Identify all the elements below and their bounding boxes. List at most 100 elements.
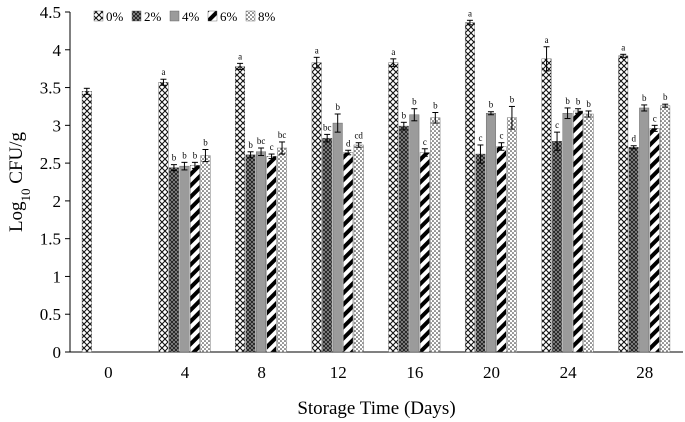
significance-letter: b bbox=[335, 102, 340, 112]
bar bbox=[506, 117, 517, 353]
bar bbox=[618, 55, 629, 353]
bar bbox=[573, 110, 584, 353]
bar bbox=[496, 146, 507, 353]
bar bbox=[235, 66, 246, 353]
legend-label: 6% bbox=[220, 9, 238, 24]
y-tick-label: 0.5 bbox=[40, 305, 61, 324]
significance-letter: d bbox=[631, 134, 636, 144]
significance-letter: a bbox=[621, 42, 625, 52]
significance-letter: a bbox=[545, 35, 549, 45]
significance-letter: bc bbox=[257, 136, 266, 146]
x-tick-label: 16 bbox=[406, 363, 423, 382]
bar bbox=[311, 62, 322, 353]
bar bbox=[343, 152, 354, 353]
legend-label: 8% bbox=[258, 9, 276, 24]
significance-letter: a bbox=[468, 8, 472, 18]
significance-letter: c bbox=[499, 131, 503, 141]
bar bbox=[277, 147, 288, 353]
significance-letter: bc bbox=[323, 122, 332, 132]
bar bbox=[409, 114, 420, 353]
legend-swatch bbox=[245, 10, 256, 22]
x-tick-label: 20 bbox=[483, 363, 500, 382]
legend-swatch bbox=[131, 10, 142, 22]
x-tick-label: 12 bbox=[330, 363, 347, 382]
significance-letter: bc bbox=[278, 130, 287, 140]
bar bbox=[266, 156, 277, 353]
significance-letter: b bbox=[172, 153, 177, 163]
bar bbox=[649, 128, 660, 353]
y-tick-label: 4.5 bbox=[40, 3, 61, 22]
x-tick-label: 0 bbox=[104, 363, 113, 382]
bar bbox=[256, 151, 267, 353]
significance-letter: b bbox=[433, 100, 438, 110]
bar bbox=[660, 105, 671, 353]
y-tick-label: 3 bbox=[53, 116, 62, 135]
significance-letter: b bbox=[510, 94, 515, 104]
significance-letter: b bbox=[576, 97, 581, 107]
bar bbox=[200, 155, 211, 353]
bar bbox=[353, 144, 364, 353]
significance-letter: a bbox=[238, 51, 242, 61]
bar bbox=[81, 91, 92, 353]
y-tick-label: 2 bbox=[53, 192, 62, 211]
bar bbox=[388, 62, 399, 353]
significance-letter: b bbox=[565, 96, 570, 106]
significance-letter: b bbox=[182, 150, 187, 160]
y-tick-label: 4 bbox=[53, 41, 62, 60]
significance-letter: b bbox=[586, 99, 591, 109]
legend-label: 0% bbox=[106, 9, 124, 24]
significance-letter: c bbox=[653, 113, 657, 123]
legend-swatch bbox=[169, 10, 180, 22]
bar bbox=[245, 154, 256, 353]
y-tick-label: 1.5 bbox=[40, 230, 61, 249]
legend-swatch bbox=[93, 10, 104, 22]
significance-letter: b bbox=[248, 140, 253, 150]
significance-letter: c bbox=[270, 142, 274, 152]
significance-letter: b bbox=[402, 110, 407, 120]
x-tick-label: 8 bbox=[257, 363, 266, 382]
bar bbox=[485, 113, 496, 353]
bar bbox=[168, 167, 179, 353]
significance-letter: c bbox=[478, 133, 482, 143]
significance-letter: b bbox=[203, 138, 208, 148]
legend-label: 2% bbox=[144, 9, 162, 24]
bar bbox=[189, 165, 200, 353]
y-tick-label: 1 bbox=[53, 267, 62, 286]
significance-letter: a bbox=[391, 47, 395, 57]
bar bbox=[628, 147, 639, 353]
significance-letter: b bbox=[193, 150, 198, 160]
significance-letter: a bbox=[161, 67, 165, 77]
bar bbox=[562, 113, 573, 353]
bar bbox=[179, 165, 190, 353]
significance-letter: d bbox=[346, 138, 351, 148]
y-tick-label: 3.5 bbox=[40, 79, 61, 98]
x-tick-label: 28 bbox=[636, 363, 653, 382]
significance-letter: a bbox=[315, 45, 319, 55]
bar bbox=[398, 125, 409, 353]
legend-label: 4% bbox=[182, 9, 200, 24]
legend-swatch bbox=[207, 10, 218, 22]
significance-letter: b bbox=[412, 97, 417, 107]
significance-letter: cd bbox=[354, 131, 363, 141]
bar bbox=[430, 117, 441, 353]
bar bbox=[541, 58, 552, 353]
bar bbox=[475, 153, 486, 353]
bar bbox=[419, 152, 430, 353]
y-tick-label: 0 bbox=[53, 343, 62, 362]
significance-letter: b bbox=[663, 92, 668, 102]
x-tick-label: 4 bbox=[181, 363, 190, 382]
significance-letter: b bbox=[489, 100, 494, 110]
bar bbox=[322, 137, 333, 353]
bar bbox=[639, 107, 650, 353]
significance-letter: c bbox=[555, 120, 559, 130]
y-axis-title: Log10 CFU/g bbox=[6, 131, 33, 232]
bar bbox=[332, 122, 343, 353]
significance-letter: b bbox=[642, 93, 647, 103]
bar bbox=[552, 140, 563, 353]
bar bbox=[158, 82, 169, 353]
x-axis-title: Storage Time (Days) bbox=[297, 398, 455, 419]
x-tick-label: 24 bbox=[560, 363, 578, 382]
bar bbox=[583, 113, 594, 353]
